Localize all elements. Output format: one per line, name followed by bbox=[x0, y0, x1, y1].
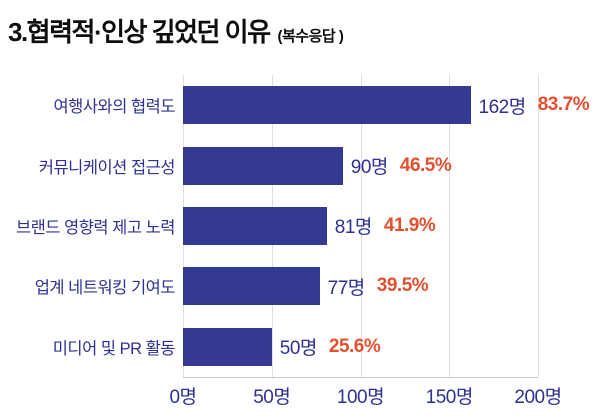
x-tick-label: 150명 bbox=[425, 387, 474, 408]
category-label: 여행사와의 협력도 bbox=[53, 98, 175, 117]
x-tick-label: 0명 bbox=[169, 387, 197, 408]
bar bbox=[183, 146, 343, 185]
x-tick-label: 100명 bbox=[336, 387, 385, 408]
value-label: 90명 bbox=[350, 157, 389, 179]
category-label: 브랜드 영향력 제고 노력 bbox=[15, 218, 176, 237]
chart-row: 미디어 및 PR 활동 50명 25.6% bbox=[0, 317, 600, 377]
value-label: 77명 bbox=[327, 277, 366, 299]
bar bbox=[183, 267, 320, 306]
bar bbox=[183, 86, 471, 125]
chart-title-text: 3.협력적·인상 깊었던 이유 bbox=[8, 17, 271, 47]
category-label: 커뮤니케이션 접근성 bbox=[38, 158, 176, 177]
gridline bbox=[538, 75, 539, 377]
chart-title: 3.협력적·인상 깊었던 이유 (복수응답 ) bbox=[8, 12, 344, 49]
x-tick-label: 50명 bbox=[253, 387, 291, 408]
chart-row: 업계 네트워킹 기여도 77명 39.5% bbox=[0, 256, 600, 316]
gridline bbox=[360, 75, 362, 377]
value-label: 50명 bbox=[279, 338, 318, 360]
value-label: 81명 bbox=[334, 217, 373, 239]
percent-label: 46.5% bbox=[399, 154, 452, 176]
percent-label: 25.6% bbox=[328, 335, 381, 357]
percent-label: 41.9% bbox=[383, 214, 436, 236]
chart-row: 여행사와의 협력도 162명 83.7% bbox=[0, 75, 600, 135]
chart-row: 브랜드 영향력 제고 노력 81명 41.9% bbox=[0, 196, 600, 256]
percent-label: 83.7% bbox=[537, 94, 590, 116]
gridline bbox=[449, 75, 451, 377]
x-axis-line bbox=[183, 377, 538, 378]
chart-row: 커뮤니케이션 접근성 90명 46.5% bbox=[0, 135, 600, 195]
bar bbox=[183, 206, 327, 245]
x-tick-label: 200명 bbox=[514, 387, 562, 408]
value-label: 162명 bbox=[478, 96, 527, 118]
bar bbox=[183, 327, 272, 366]
percent-label: 39.5% bbox=[376, 275, 429, 297]
category-label: 미디어 및 PR 활동 bbox=[52, 339, 176, 358]
chart-subtitle: (복수응답 ) bbox=[277, 28, 344, 45]
category-label: 업계 네트워킹 기여도 bbox=[34, 279, 176, 298]
